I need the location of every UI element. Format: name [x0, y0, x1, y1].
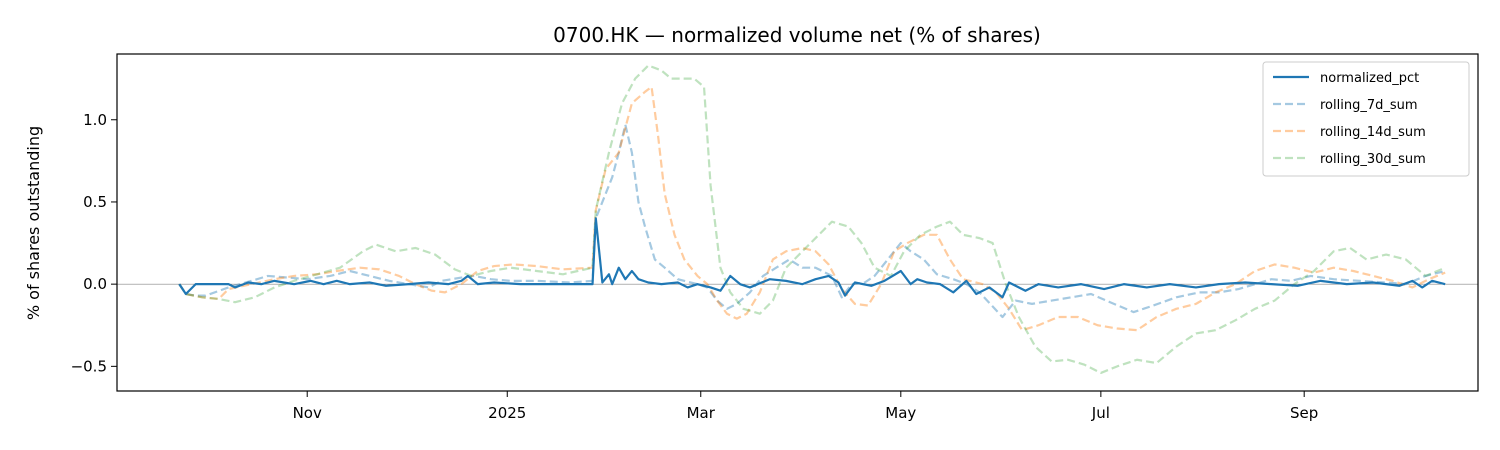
series-line-rolling-14d-sum [178, 85, 1446, 332]
x-tick-label: 2025 [488, 404, 526, 422]
y-tick-label: 0.0 [83, 275, 107, 293]
legend-box [1262, 61, 1470, 177]
x-tick-label: May [885, 404, 916, 422]
x-tick-label: Sep [1290, 404, 1318, 422]
y-tick-label: 0.5 [83, 193, 107, 211]
chart-title: 0700.HK — normalized volume net (% of sh… [553, 23, 1041, 47]
x-tick-label: Mar [687, 404, 716, 422]
series-line-rolling-7d-sum [178, 123, 1446, 319]
y-axis-label: % of shares outstanding [24, 126, 43, 320]
y-tick-label: 1.0 [83, 111, 107, 129]
x-tick-label: Nov [293, 404, 322, 422]
legend-label: normalized_pct [1320, 71, 1419, 86]
series-line-normalized-pct [178, 217, 1446, 299]
y-tick-label: −0.5 [71, 357, 107, 375]
series-line-rolling-30d-sum [178, 64, 1446, 375]
plot-area-frame [116, 53, 1479, 392]
legend-label: rolling_14d_sum [1320, 125, 1426, 140]
x-tick-label: Jul [1091, 404, 1110, 422]
legend-label: rolling_30d_sum [1320, 152, 1426, 167]
legend-label: rolling_7d_sum [1320, 98, 1418, 113]
